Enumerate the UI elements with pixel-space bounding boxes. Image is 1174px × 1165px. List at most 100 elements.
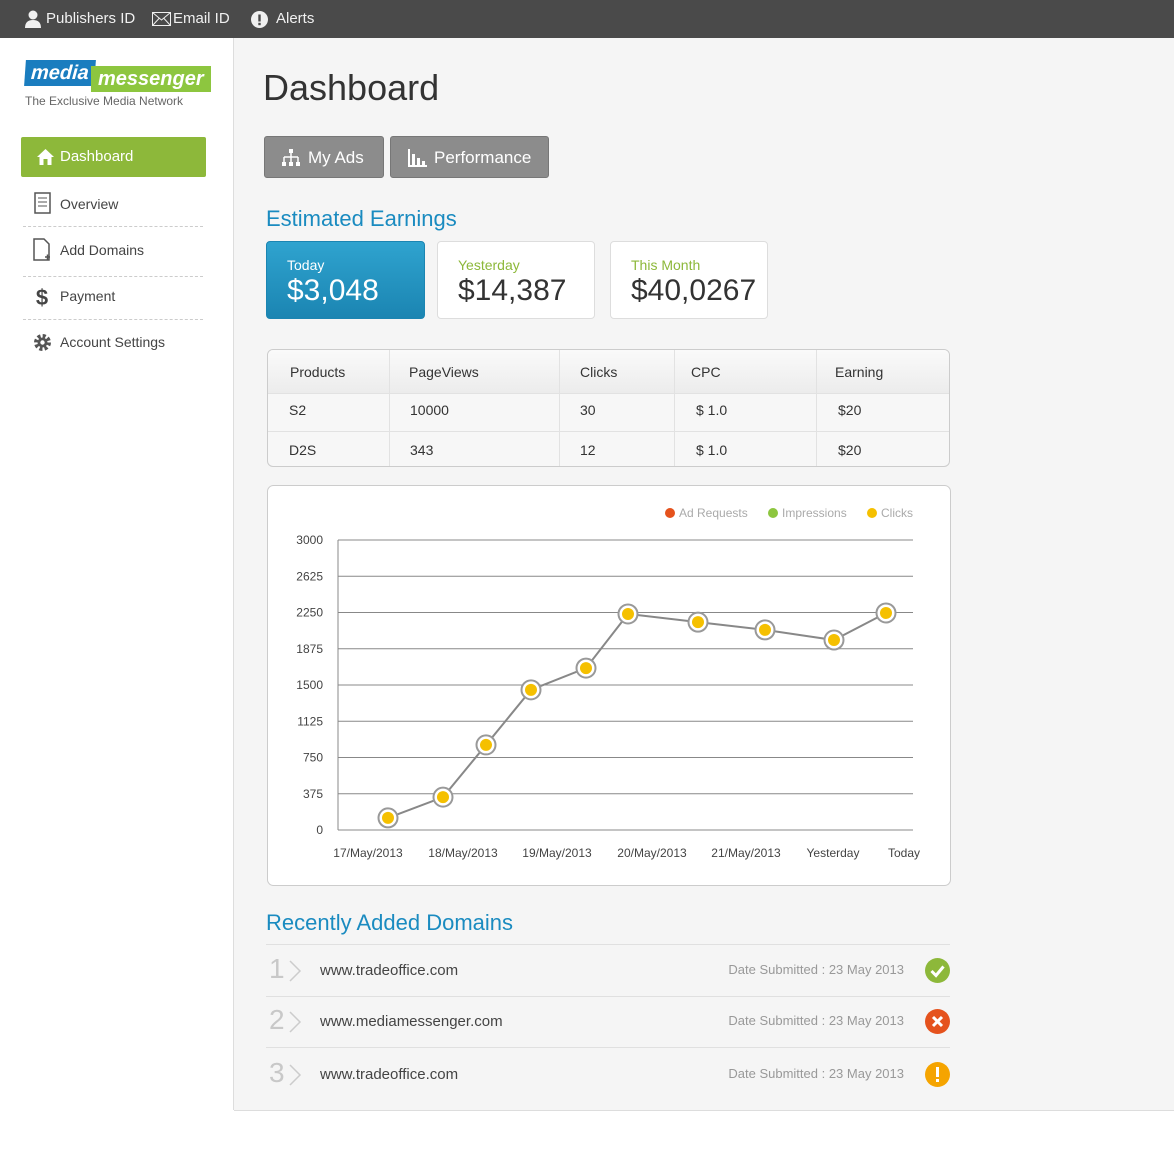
row-number: 3	[269, 1057, 285, 1088]
data-point	[432, 786, 454, 808]
chart: 0 375 750 1125 1500 1875 2250 2625 3000 17/May/20…	[267, 485, 951, 886]
table-cell: D2S	[289, 442, 317, 458]
dollar-icon: $	[36, 285, 48, 309]
point-dot	[580, 662, 592, 675]
data-point	[520, 679, 542, 701]
logo-tagline: The Exclusive Media Network	[25, 94, 184, 108]
legend-label: Ad Requests	[679, 506, 748, 520]
card-label: Yesterday	[458, 257, 520, 273]
date-submitted: Date Submitted : 23 May 2013	[728, 1013, 904, 1028]
point-dot	[828, 634, 840, 647]
point-dot	[759, 623, 771, 636]
page-title: Dashboard	[263, 67, 440, 108]
col-line	[674, 350, 675, 466]
x-tick-label: 21/May/2013	[711, 846, 781, 860]
domain-row[interactable]: 1 www.tradeoffice.com Date Submitted : 2…	[266, 945, 950, 996]
card-value: $14,387	[458, 274, 567, 307]
series-line	[387, 612, 887, 819]
domain-row[interactable]: 2 www.mediamessenger.com Date Submitted …	[266, 996, 950, 1047]
table-header-cell: Clicks	[580, 364, 618, 380]
status-rejected-icon	[925, 1009, 950, 1034]
earnings-card: This Month $40,0267	[610, 241, 768, 319]
performance-button[interactable]: Performance	[390, 136, 549, 178]
publishers-id[interactable]: Publishers ID	[46, 10, 136, 27]
user-icon	[25, 10, 41, 28]
point-dot	[480, 738, 492, 751]
legend-dot	[867, 508, 877, 518]
legend-label: Clicks	[881, 506, 913, 520]
data-point	[475, 734, 497, 756]
col-line	[816, 350, 817, 466]
card-value: $3,048	[287, 274, 379, 307]
data-point	[617, 603, 639, 625]
table-header-cell: Products	[290, 364, 346, 380]
table-cell: 10000	[410, 402, 449, 418]
row-line	[266, 944, 950, 945]
data-point	[823, 629, 845, 651]
row-number: 1	[269, 953, 285, 984]
chevron	[289, 1011, 302, 1033]
nav-account-settings[interactable]: Account Settings	[21, 322, 206, 362]
x-tick-label: 19/May/2013	[522, 846, 592, 860]
nav-label: Overview	[60, 196, 119, 212]
card-label: This Month	[631, 257, 701, 273]
nav-dashboard[interactable]: Dashboard	[21, 137, 206, 177]
nav-label: Account Settings	[60, 334, 166, 350]
y-tick-label: 2250	[296, 606, 323, 620]
table-header-cell: PageViews	[409, 364, 479, 380]
table-cell: 343	[410, 442, 434, 458]
alerts[interactable]: Alerts	[276, 10, 315, 27]
button-label: Performance	[434, 148, 532, 167]
my-ads-button[interactable]: My Ads	[264, 136, 384, 178]
status-pending-icon	[925, 1062, 950, 1087]
table-cell: 12	[580, 442, 596, 458]
bars-icon	[408, 149, 427, 167]
separator	[23, 319, 203, 320]
data-point	[754, 619, 776, 641]
data-point	[377, 807, 399, 829]
nav-label: Dashboard	[60, 148, 134, 165]
nav-overview[interactable]: Overview	[21, 184, 206, 224]
x-tick-label: 17/May/2013	[333, 846, 403, 860]
point-dot	[382, 811, 394, 824]
table-cell: 30	[580, 402, 596, 418]
section-title: Estimated Earnings	[266, 206, 457, 231]
separator	[23, 276, 203, 277]
alert-icon	[251, 11, 268, 28]
nav-label: Payment	[60, 288, 116, 304]
status-approved-icon	[925, 958, 950, 983]
nav-label: Add Domains	[60, 242, 145, 258]
x-tick-label: 18/May/2013	[428, 846, 498, 860]
y-tick-label: 750	[303, 751, 323, 765]
sidebar	[0, 38, 234, 1110]
top-bar: Publishers ID Email ID Alerts	[0, 0, 1174, 38]
products-table: Products PageViews Clicks CPC Earning S2…	[267, 349, 950, 467]
y-tick-label: 375	[303, 787, 323, 801]
home-icon	[37, 149, 54, 165]
domain-row[interactable]: 3 www.tradeoffice.com Date Submitted : 2…	[266, 1049, 950, 1100]
legend-label: Impressions	[782, 506, 847, 520]
nav-payment[interactable]: $ Payment	[21, 276, 206, 316]
logo-messenger: messenger	[91, 66, 211, 92]
email-id[interactable]: Email ID	[173, 10, 230, 27]
table-header-cell: Earning	[835, 364, 884, 380]
table-cell: $20	[838, 402, 862, 418]
table-cell: S2	[289, 402, 307, 418]
x-tick-label: Today	[888, 846, 920, 860]
gear-icon	[34, 334, 51, 351]
legend-dot	[665, 508, 675, 518]
nav-add-domains[interactable]: Add Domains	[21, 230, 206, 270]
point-dot	[880, 606, 892, 619]
point-dot	[622, 607, 634, 620]
data-point	[687, 611, 709, 633]
separator	[23, 226, 203, 227]
row-line	[268, 431, 949, 432]
y-tick-label: 1125	[297, 714, 323, 728]
row-line	[266, 1047, 950, 1048]
earnings-card: Yesterday $14,387	[437, 241, 595, 319]
logo-media: media	[24, 60, 96, 86]
date-submitted: Date Submitted : 23 May 2013	[728, 962, 904, 977]
email-icon	[152, 12, 171, 26]
